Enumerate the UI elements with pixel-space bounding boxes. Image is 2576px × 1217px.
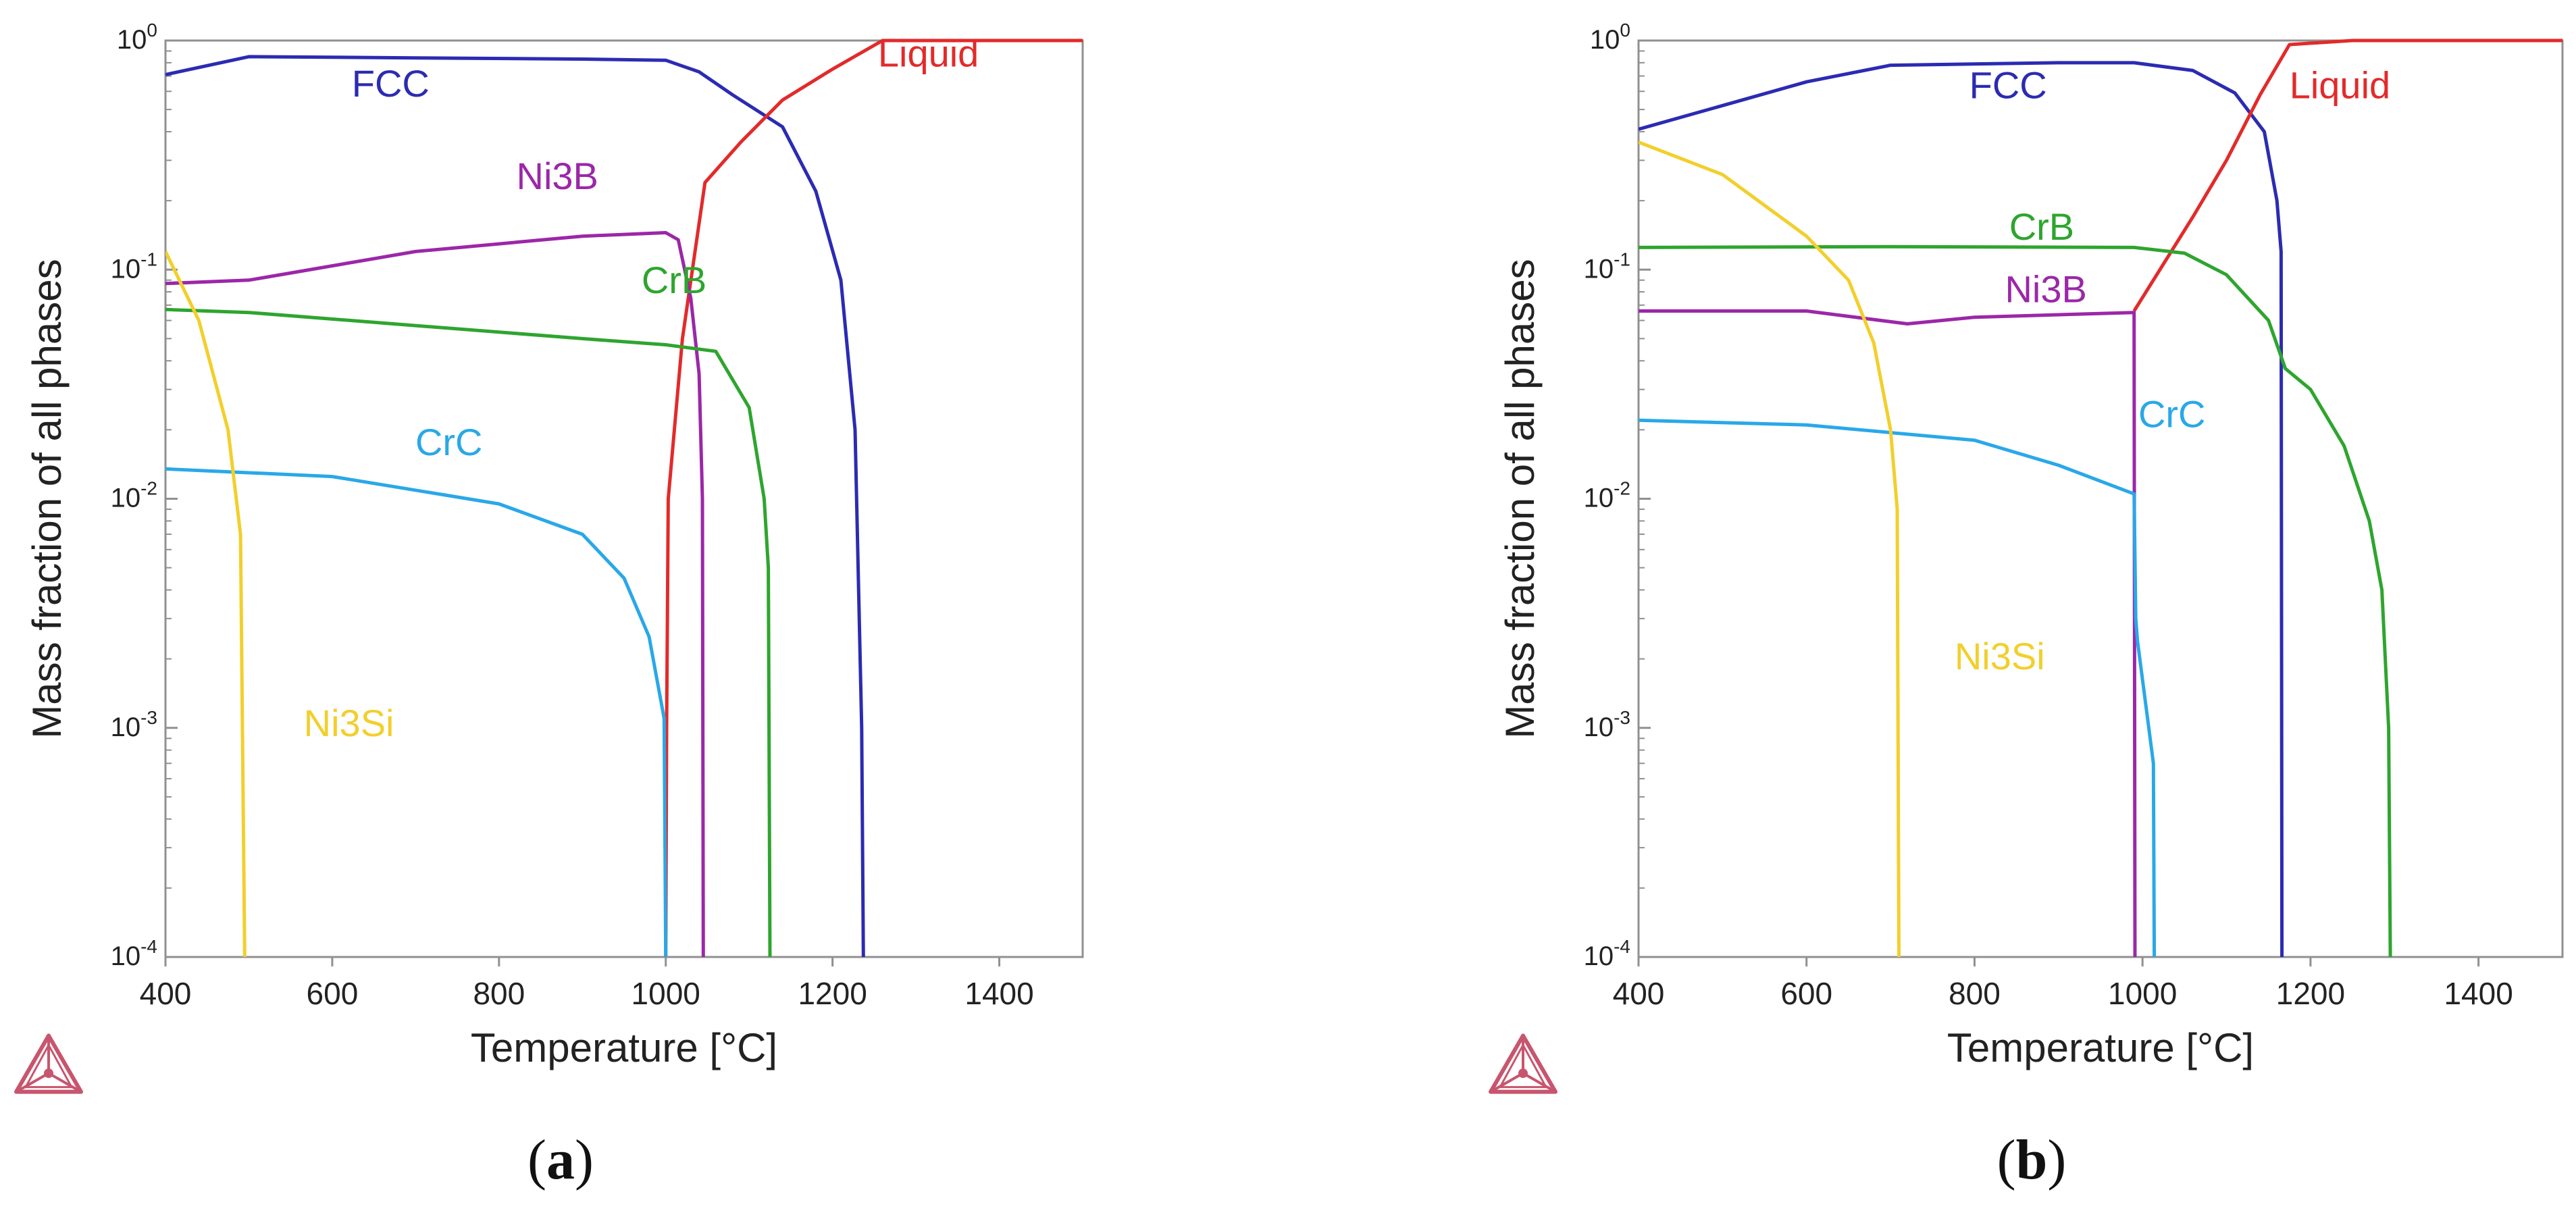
y-tick-label: 10-3 — [111, 707, 157, 742]
chart-panel-a: 400 600 800 1000 1200 1400 100 10-1 10-2 10-3 10-4… — [14, 20, 1084, 1191]
series-label-liquid: Liquid — [878, 32, 979, 75]
x-tick-label: 1200 — [798, 976, 867, 1011]
y-tick-label: 10-1 — [1584, 249, 1630, 284]
series-label-fcc: FCC — [352, 62, 430, 105]
y-tick-label: 10-2 — [1584, 478, 1630, 513]
series-line-fcc — [1639, 61, 2284, 958]
x-tick-label: 800 — [1949, 976, 2001, 1011]
series-line-crc — [165, 467, 668, 958]
series-label-ni3si: Ni3Si — [304, 702, 394, 744]
plot-frame — [164, 39, 1084, 958]
x-tick-label: 1400 — [964, 976, 1033, 1011]
series-line-ni3si — [165, 251, 247, 958]
series-line-ni3b — [165, 231, 705, 958]
series-label-ni3b: Ni3B — [2005, 268, 2086, 311]
y-tick-label: 10-2 — [111, 478, 157, 513]
x-tick-label: 800 — [473, 976, 525, 1011]
thermocalc-logo-icon — [1489, 1033, 1557, 1094]
x-tick-label: 600 — [307, 976, 359, 1011]
y-axis-title: Mass fraction of all phases — [24, 259, 70, 738]
y-tick-label: 100 — [117, 20, 157, 55]
series-line-ni3si — [1639, 140, 1901, 958]
series-label-ni3si: Ni3Si — [1955, 635, 2045, 677]
series-label-crb: CrB — [2009, 205, 2074, 248]
series-line-fcc — [165, 55, 865, 958]
series-label-crb: CrB — [642, 259, 706, 301]
x-tick-label: 400 — [140, 976, 192, 1011]
x-tick-label: 1000 — [2108, 976, 2177, 1011]
x-axis-title: Temperature [°C] — [471, 1025, 777, 1070]
series-line-crb — [1639, 244, 2392, 958]
subfigure-label: (a) — [527, 1129, 594, 1191]
series-label-liquid: Liquid — [2290, 63, 2390, 106]
x-tick-label: 1000 — [632, 976, 700, 1011]
y-tick-label: 10-4 — [111, 936, 157, 971]
chart-panel-b: 400 600 800 1000 1200 1400 100 10-1 10-2 10-3 10-4… — [1489, 20, 2564, 1191]
x-tick-label: 600 — [1780, 976, 1832, 1011]
series-line-ni3b — [1639, 309, 2137, 958]
y-tick-label: 10-1 — [111, 249, 157, 284]
thermocalc-logo-icon — [14, 1033, 83, 1094]
series-label-fcc: FCC — [1969, 63, 2047, 106]
series-line-liquid — [664, 38, 1083, 958]
series-line-crb — [165, 307, 772, 958]
x-tick-label: 400 — [1613, 976, 1665, 1011]
x-axis-title: Temperature [°C] — [1947, 1025, 2254, 1070]
plot-frame — [1637, 39, 2564, 958]
x-tick-label: 1200 — [2276, 976, 2345, 1011]
x-tick-label: 1400 — [2444, 976, 2513, 1011]
y-tick-label: 10-3 — [1584, 707, 1630, 742]
series-label-crc: CrC — [415, 421, 483, 463]
y-tick-label: 100 — [1590, 20, 1630, 55]
y-tick-label: 10-4 — [1584, 936, 1630, 971]
series-label-ni3b: Ni3B — [517, 155, 598, 197]
series-line-liquid — [2132, 38, 2562, 312]
y-axis-title: Mass fraction of all phases — [1497, 259, 1543, 738]
series-line-crc — [1639, 418, 2157, 958]
subfigure-label: (b) — [1997, 1129, 2067, 1191]
series-label-crc: CrC — [2138, 393, 2206, 436]
